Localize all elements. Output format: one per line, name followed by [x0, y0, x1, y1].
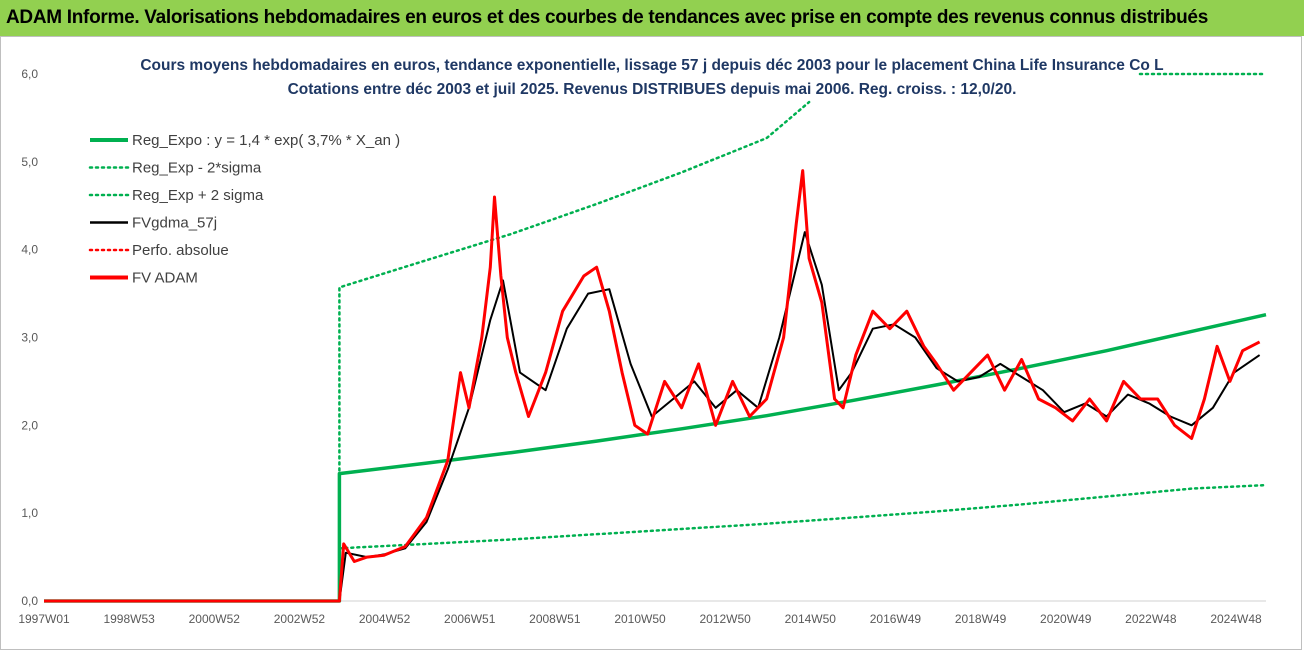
series-line-3: [44, 100, 811, 603]
y-tick-label: 2,0: [21, 418, 38, 432]
chart-frame: [0, 36, 1302, 650]
y-tick-label: 4,0: [21, 243, 38, 257]
legend-entry: Reg_Expo : y = 1,4 * exp( 3,7% * X_an ): [132, 132, 400, 149]
chart-subtitle: Cotations entre déc 2003 et juil 2025. R…: [288, 81, 1017, 98]
x-tick-label: 2006W51: [444, 612, 496, 626]
x-tick-label: 1997W01: [18, 612, 70, 626]
legend-entry: FVgdma_57j: [132, 215, 217, 232]
series-line-5: [44, 169, 1261, 603]
x-tick-label: 2016W49: [870, 612, 922, 626]
x-tick-label: 2020W49: [1040, 612, 1092, 626]
legend-entry: Reg_Exp + 2 sigma: [132, 187, 264, 204]
x-tick-label: 2010W50: [614, 612, 666, 626]
legend-entry: Reg_Exp - 2*sigma: [132, 160, 262, 177]
banner-title: ADAM Informe. Valorisations hebdomadaire…: [6, 7, 1208, 28]
x-tick-label: 2024W48: [1210, 612, 1262, 626]
y-tick-label: 0,0: [21, 594, 38, 608]
x-tick-label: 2000W52: [189, 612, 241, 626]
y-tick-label: 1,0: [21, 506, 38, 520]
x-tick-label: 2022W48: [1125, 612, 1177, 626]
y-tick-label: 6,0: [21, 67, 38, 81]
legend-entry: Perfo. absolue: [132, 242, 229, 259]
x-tick-label: 2002W52: [274, 612, 326, 626]
x-tick-label: 2014W50: [785, 612, 837, 626]
x-tick-label: 2012W50: [699, 612, 751, 626]
chart-title: Cours moyens hebdomadaires en euros, ten…: [140, 57, 1163, 74]
series-line-2: [44, 483, 1268, 603]
series-line-1: [44, 312, 1267, 603]
header-banner: ADAM Informe. Valorisations hebdomadaire…: [0, 0, 1304, 36]
x-tick-label: 2004W52: [359, 612, 411, 626]
legend: Reg_Expo : y = 1,4 * exp( 3,7% * X_an ) R…: [88, 132, 400, 287]
x-tick-label: 1998W53: [103, 612, 155, 626]
y-tick-label: 3,0: [21, 331, 38, 345]
y-tick-label: 5,0: [21, 155, 38, 169]
x-tick-label: 2018W49: [955, 612, 1007, 626]
x-tick-label: 2008W51: [529, 612, 581, 626]
legend-entry: FV ADAM: [132, 270, 198, 287]
series-line-4: [44, 231, 1261, 602]
series-group: [44, 100, 1268, 603]
